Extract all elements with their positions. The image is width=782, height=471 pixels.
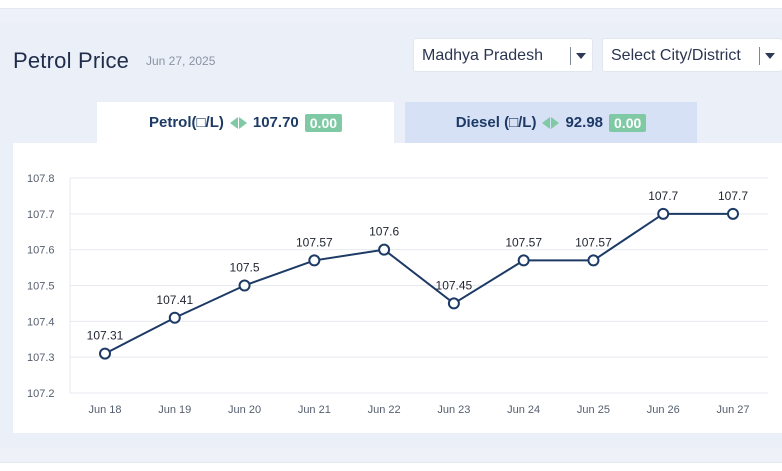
tab-diesel[interactable]: Diesel (□/L) 92.98 0.00	[405, 102, 697, 143]
city-select[interactable]: Select City/District	[602, 38, 782, 72]
data-point	[447, 297, 460, 310]
data-label: 107.7	[718, 189, 748, 203]
tab-petrol-price: 107.70	[252, 114, 299, 131]
data-point	[99, 347, 111, 360]
series-line	[104, 212, 733, 355]
x-tick-label: Jun 19	[158, 404, 191, 416]
data-point	[308, 254, 321, 267]
y-tick-label: 107.3	[27, 352, 55, 364]
select-divider	[759, 47, 760, 65]
page-title: Petrol Price	[13, 48, 130, 73]
data-label: 107.57	[575, 235, 612, 249]
y-tick-label: 107.7	[27, 209, 55, 221]
select-divider	[570, 47, 571, 65]
x-tick-label: Jun 23	[437, 404, 470, 416]
tab-diesel-change-badge: 0.00	[609, 113, 647, 132]
data-label: 107.45	[436, 278, 473, 292]
x-tick-label: Jun 24	[507, 404, 540, 416]
page-date: Jun 27, 2025	[146, 54, 216, 68]
x-tick-label: Jun 22	[368, 404, 401, 416]
bottom-strip	[0, 462, 782, 471]
tab-petrol-change-badge: 0.00	[304, 113, 343, 132]
tab-diesel-label: Diesel (□/L)	[455, 114, 537, 131]
data-label: 107.57	[505, 235, 542, 249]
chevron-down-icon	[576, 53, 586, 59]
data-label: 107.6	[369, 225, 399, 239]
x-tick-label: Jun 20	[228, 404, 261, 416]
data-point	[657, 207, 670, 220]
data-point	[587, 254, 600, 267]
chevron-down-icon	[765, 53, 775, 59]
city-select-placeholder: Select City/District	[611, 47, 741, 64]
y-tick-label: 107.5	[27, 281, 55, 293]
x-tick-label: Jun 25	[577, 404, 610, 416]
state-select[interactable]: Madhya Pradesh	[413, 38, 593, 72]
y-tick-label: 107.6	[27, 245, 55, 257]
data-point	[517, 254, 530, 267]
y-tick-label: 107.8	[27, 173, 55, 185]
state-select-value: Madhya Pradesh	[422, 47, 543, 64]
x-tick-label: Jun 27	[716, 404, 749, 416]
y-tick-label: 107.4	[27, 316, 55, 328]
tab-petrol-label: Petrol(□/L)	[148, 114, 224, 131]
x-tick-label: Jun 21	[298, 404, 331, 416]
chart-panel: 107.2 107.3 107.4 107.5 107.6 107.7 107.8 Jun 1…	[13, 143, 782, 433]
tab-diesel-price: 92.98	[565, 114, 604, 131]
data-label: 107.57	[296, 235, 333, 249]
data-label: 107.31	[87, 329, 124, 343]
price-line-chart: 107.2 107.3 107.4 107.5 107.6 107.7 107.8 Jun 1…	[27, 173, 768, 416]
data-label: 107.41	[156, 293, 193, 307]
data-point	[238, 279, 251, 292]
data-label: 107.7	[648, 189, 678, 203]
data-point	[378, 243, 391, 256]
price-change-arrows-icon	[229, 116, 247, 129]
price-change-arrows-icon	[542, 116, 560, 129]
x-tick-label: Jun 18	[88, 404, 121, 416]
data-point	[727, 207, 739, 220]
x-tick-label: Jun 26	[647, 404, 680, 416]
data-label: 107.5	[230, 261, 260, 275]
top-strip	[0, 0, 782, 9]
data-point	[168, 311, 181, 324]
y-tick-label: 107.2	[27, 388, 55, 400]
tab-petrol[interactable]: Petrol(□/L) 107.70 0.00	[97, 102, 394, 143]
